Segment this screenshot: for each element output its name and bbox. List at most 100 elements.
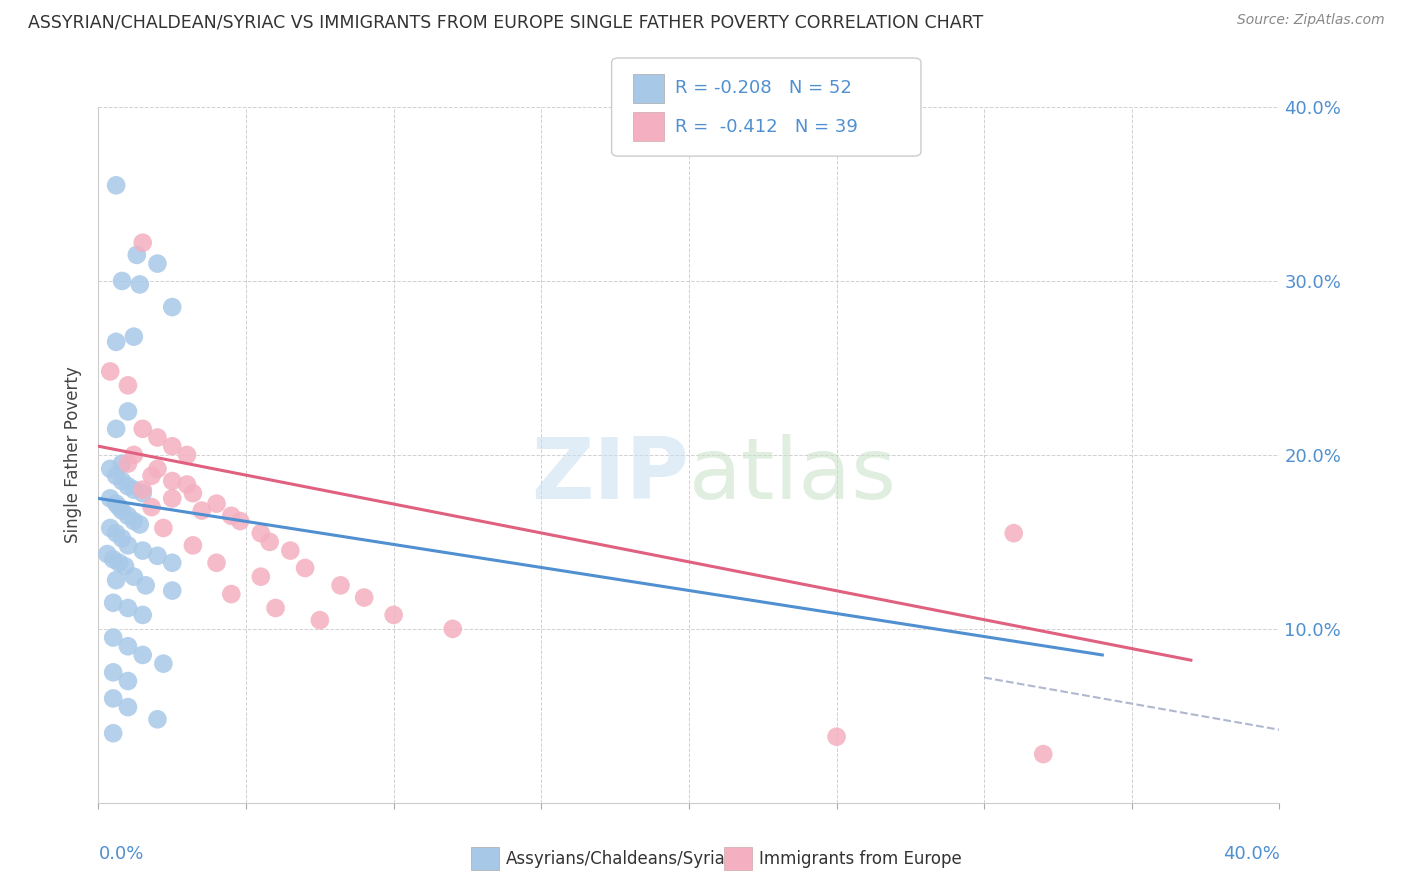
Point (162, 300, 183, 314)
Point (122, 570, 145, 584)
Point (105, 497, 128, 511)
Point (162, 491, 183, 506)
Point (117, 674, 139, 689)
Point (146, 712, 169, 726)
Point (132, 483, 155, 497)
Point (219, 508, 242, 523)
Point (108, 500, 131, 514)
Point (98, 364, 121, 378)
Point (103, 552, 125, 566)
Point (146, 462, 169, 476)
Point (117, 700, 139, 714)
Text: R = -0.208   N = 52: R = -0.208 N = 52 (675, 79, 852, 97)
Point (111, 274, 134, 288)
Point (825, 730, 848, 744)
Point (329, 578, 352, 592)
Point (1032, 747, 1054, 761)
Point (98, 462, 121, 476)
Point (105, 422, 128, 436)
Point (117, 508, 139, 523)
Point (103, 596, 125, 610)
Point (103, 726, 125, 740)
Point (382, 607, 405, 622)
Point (122, 514, 145, 528)
Point (162, 556, 183, 570)
Point (1002, 526, 1025, 541)
Point (146, 431, 169, 445)
Point (141, 500, 163, 514)
Point (176, 448, 198, 462)
Text: atlas: atlas (689, 434, 897, 517)
Point (111, 474, 134, 488)
Point (111, 457, 134, 471)
Point (117, 479, 139, 493)
Point (309, 613, 332, 627)
Point (219, 587, 242, 601)
Text: 40.0%: 40.0% (1223, 845, 1279, 863)
Point (105, 178, 128, 193)
Point (141, 468, 163, 483)
Point (105, 573, 128, 587)
Point (152, 657, 174, 671)
Point (122, 448, 145, 462)
Point (96, 547, 118, 561)
Point (294, 561, 316, 575)
Point (114, 559, 136, 574)
Point (117, 538, 139, 552)
Point (111, 503, 134, 517)
Point (105, 468, 128, 483)
Point (132, 486, 155, 500)
Point (117, 378, 139, 392)
Text: ASSYRIAN/CHALDEAN/SYRIAC VS IMMIGRANTS FROM EUROPE SINGLE FATHER POVERTY CORRELA: ASSYRIAN/CHALDEAN/SYRIAC VS IMMIGRANTS F… (28, 13, 983, 31)
Y-axis label: Single Father Poverty: Single Father Poverty (65, 367, 83, 543)
Point (162, 583, 183, 598)
Point (98, 521, 121, 535)
Point (176, 477, 198, 491)
Point (117, 601, 139, 615)
Point (181, 538, 204, 552)
Point (117, 639, 139, 653)
Point (250, 526, 273, 541)
Point (122, 329, 145, 343)
Point (108, 556, 131, 570)
Point (132, 648, 155, 662)
Point (132, 543, 155, 558)
Point (117, 457, 139, 471)
Text: 0.0%: 0.0% (98, 845, 143, 863)
Point (259, 534, 281, 549)
Point (105, 334, 128, 349)
Point (278, 543, 302, 558)
Text: R =  -0.412   N = 39: R = -0.412 N = 39 (675, 118, 858, 136)
Point (132, 422, 155, 436)
Point (128, 517, 150, 532)
Point (128, 277, 150, 292)
Point (162, 474, 183, 488)
Point (103, 631, 125, 645)
Point (103, 665, 125, 680)
Point (135, 578, 157, 592)
Point (250, 570, 273, 584)
Point (191, 503, 214, 517)
Point (162, 439, 183, 453)
Point (105, 526, 128, 541)
Point (181, 486, 204, 500)
Point (146, 256, 169, 270)
Point (441, 622, 464, 636)
Point (264, 601, 287, 615)
Point (353, 591, 375, 605)
Text: Immigrants from Europe: Immigrants from Europe (759, 849, 962, 868)
Text: Assyrians/Chaldeans/Syriacs: Assyrians/Chaldeans/Syriacs (506, 849, 744, 868)
Text: Source: ZipAtlas.com: Source: ZipAtlas.com (1237, 13, 1385, 28)
Point (205, 556, 228, 570)
Point (117, 404, 139, 418)
Point (98, 491, 121, 506)
Text: ZIP: ZIP (531, 434, 689, 517)
Point (132, 607, 155, 622)
Point (103, 691, 125, 706)
Point (152, 521, 174, 535)
Point (146, 549, 169, 563)
Point (132, 235, 155, 250)
Point (125, 248, 148, 262)
Point (111, 532, 134, 546)
Point (229, 514, 252, 528)
